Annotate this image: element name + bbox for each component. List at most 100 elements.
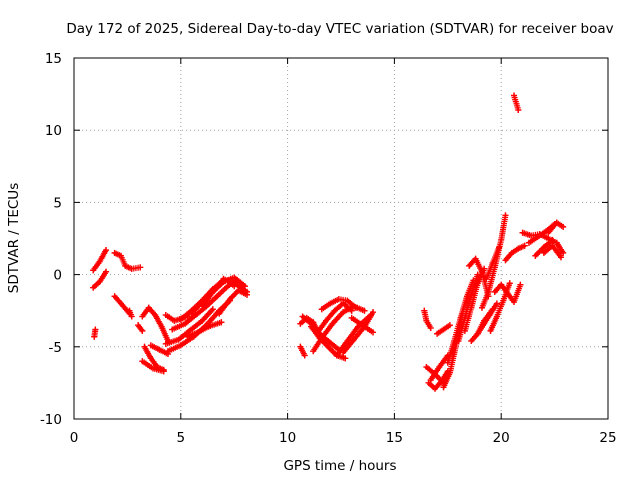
series-t53 [545, 219, 567, 236]
data-point [90, 284, 97, 291]
data-point [310, 348, 317, 355]
data-point [545, 229, 552, 236]
data-point-markers [297, 343, 308, 359]
y-tick-label: 15 [45, 51, 62, 67]
data-point [423, 364, 430, 371]
data-point [231, 283, 238, 290]
y-tick-label: -10 [40, 412, 62, 428]
data-point [220, 275, 227, 282]
x-tick-label: 15 [386, 430, 403, 446]
data-point [192, 312, 199, 319]
data-point [370, 309, 377, 316]
data-point [532, 252, 539, 259]
series-t26 [314, 300, 355, 336]
data-point [145, 304, 152, 311]
data-point [297, 343, 304, 350]
data-point [500, 297, 507, 304]
series-t46 [483, 244, 503, 282]
data-point [244, 291, 251, 298]
data-point [160, 368, 167, 375]
data-point [301, 352, 308, 359]
series-t8 [139, 304, 171, 345]
data-point [502, 257, 509, 264]
data-point [139, 358, 146, 365]
series-t3 [91, 326, 99, 340]
series-t4 [111, 249, 144, 272]
data-point [117, 252, 124, 259]
y-tick-label: 5 [53, 195, 62, 211]
data-point [235, 287, 242, 294]
y-tick-label: 0 [53, 268, 62, 284]
data-point [96, 278, 103, 285]
data-point [224, 283, 231, 290]
data-point [314, 329, 321, 336]
series-t22 [297, 343, 308, 359]
data-point [128, 313, 135, 320]
data-point [308, 323, 315, 330]
data-point [103, 268, 110, 275]
data-point [434, 330, 441, 337]
data-point [342, 355, 349, 362]
data-point [137, 264, 144, 271]
data-point [171, 317, 178, 324]
chart-title: Day 172 of 2025, Sidereal Day-to-day VTE… [66, 21, 613, 37]
data-point [323, 317, 330, 324]
data-point [444, 359, 451, 366]
data-point [135, 322, 142, 329]
data-point [126, 307, 133, 314]
data-point [540, 244, 547, 251]
series-t1 [90, 247, 110, 274]
data-point [318, 306, 325, 313]
data-point [498, 236, 505, 243]
data-point [468, 291, 475, 298]
data-point [117, 300, 124, 307]
data-point [318, 335, 325, 342]
series-t19 [184, 319, 225, 340]
data-point [156, 346, 163, 353]
data-point [519, 229, 526, 236]
data-point [327, 300, 334, 307]
series-t20 [216, 287, 251, 317]
data-point [359, 322, 366, 329]
data-point [560, 249, 567, 256]
data-point [122, 262, 129, 269]
data-point [147, 342, 154, 349]
x-tick-label: 20 [493, 430, 510, 446]
series-t49 [511, 92, 522, 113]
series-t28 [318, 296, 359, 313]
data-point [141, 343, 148, 350]
data-point [528, 232, 535, 239]
data-point [194, 329, 201, 336]
data-point [103, 247, 110, 254]
data-point [325, 338, 332, 345]
data-point [325, 343, 332, 350]
data-point [128, 265, 135, 272]
data-point [436, 364, 443, 371]
data-point [199, 317, 206, 324]
series-t48 [502, 242, 528, 264]
y-tick-label: 10 [45, 123, 62, 139]
series-t36 [434, 322, 453, 337]
data-point [515, 245, 522, 252]
data-point [299, 313, 306, 320]
data-point [164, 348, 171, 355]
data-point [478, 268, 485, 275]
data-point [487, 327, 494, 334]
data-point [370, 329, 377, 336]
data-point [111, 293, 118, 300]
data-point [162, 312, 169, 319]
series-t2 [90, 268, 110, 291]
data-point [224, 277, 231, 284]
data-point [177, 316, 184, 323]
data-point [199, 303, 206, 310]
series-t43 [474, 300, 500, 337]
data-point [521, 242, 528, 249]
grid-lines [74, 58, 608, 419]
data-point [474, 280, 481, 287]
y-tick-label: -5 [49, 340, 62, 356]
x-axis-label: GPS time / hours [283, 458, 396, 474]
data-point [186, 327, 193, 334]
data-point [515, 106, 522, 113]
series-t14 [162, 306, 216, 347]
